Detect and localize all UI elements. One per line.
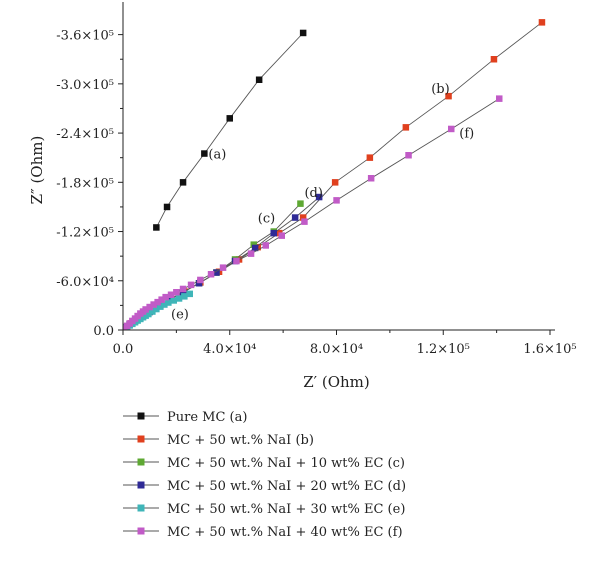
plot-area: (a) (b) (c) (d) (e) (f) <box>123 19 546 330</box>
legend-marker <box>137 527 145 535</box>
series-annotation: (e) <box>171 308 189 323</box>
y-tick-label: -3.0×10⁵ <box>56 78 114 93</box>
data-point <box>181 293 188 300</box>
data-point <box>405 152 412 159</box>
y-tick-label: -2.4×10⁵ <box>56 127 114 142</box>
data-point <box>201 150 208 157</box>
legend-marker <box>137 458 145 466</box>
y-tick-label: -1.2×10⁵ <box>56 226 114 241</box>
data-point <box>197 276 204 284</box>
data-point <box>173 289 180 296</box>
data-series-group <box>123 19 546 330</box>
legend-marker <box>137 435 145 443</box>
data-point <box>150 301 157 308</box>
data-point <box>153 305 160 313</box>
data-point <box>278 232 285 239</box>
legend-entry: MC + 50 wt.% NaI (b) <box>167 433 314 448</box>
data-point <box>445 92 452 100</box>
data-point <box>233 257 240 265</box>
legend-entry: MC + 50 wt.% NaI + 10 wt% EC (c) <box>167 456 405 471</box>
data-point <box>170 297 177 304</box>
data-point <box>167 291 175 298</box>
x-tick-label: 8.0×10⁴ <box>310 342 363 357</box>
data-point <box>490 56 498 63</box>
data-point <box>187 281 195 289</box>
x-tick-label: 1.2×10⁵ <box>417 342 470 357</box>
data-point <box>538 19 546 26</box>
y-tick-label: -6.0×10⁴ <box>56 275 114 290</box>
data-point <box>195 280 203 287</box>
data-point <box>255 76 263 83</box>
data-point <box>262 242 269 249</box>
legend-marker <box>137 481 145 489</box>
y-tick-label: 0.0 <box>93 324 114 339</box>
data-point <box>270 229 277 237</box>
legend-marker <box>137 412 145 420</box>
data-point <box>331 179 339 186</box>
y-tick-label: -3.6×10⁵ <box>56 29 114 44</box>
series-annotation: (c) <box>258 212 275 227</box>
data-point <box>162 293 169 301</box>
legend-entry: MC + 50 wt.% NaI + 40 wt% EC (f) <box>167 525 403 540</box>
data-point <box>186 290 193 298</box>
data-point <box>247 250 255 257</box>
data-point <box>301 218 308 225</box>
data-point <box>496 95 503 102</box>
data-point <box>367 175 375 182</box>
x-axis-title: Z′ (Ohm) <box>303 373 369 391</box>
data-point <box>149 308 156 315</box>
legend-entry: Pure MC (a) <box>167 410 247 425</box>
data-point <box>219 264 227 271</box>
series-line-0 <box>156 32 304 228</box>
data-point <box>207 271 215 278</box>
data-point <box>299 214 307 221</box>
data-point <box>297 200 304 207</box>
y-axis-title: Z″ (Ohm) <box>28 136 46 205</box>
data-point <box>179 285 187 293</box>
data-point <box>448 125 455 133</box>
axes: 0.0 4.0×10⁴ 8.0×10⁴ 1.2×10⁵ 1.6×10⁵ 0.0 -6.0×1… <box>28 2 577 391</box>
series-annotation: (d) <box>304 186 322 201</box>
data-point <box>213 269 220 276</box>
series-annotation: (b) <box>431 82 449 97</box>
data-point <box>153 224 160 231</box>
data-point <box>315 193 323 201</box>
data-point <box>163 203 171 211</box>
data-point <box>291 214 299 221</box>
legend-entry: MC + 50 wt.% NaI + 30 wt% EC (e) <box>167 502 405 517</box>
data-point <box>251 244 259 252</box>
legend-entry: MC + 50 wt.% NaI + 20 wt% EC (d) <box>167 479 406 494</box>
x-tick-label: 1.6×10⁵ <box>523 342 576 357</box>
data-point <box>299 29 307 37</box>
x-tick-label: 4.0×10⁴ <box>203 342 256 357</box>
data-point <box>158 296 165 303</box>
data-point <box>142 306 149 313</box>
data-point <box>145 310 152 318</box>
x-tick-label: 0.0 <box>113 342 134 357</box>
series-annotation: (a) <box>208 148 226 163</box>
data-point <box>179 179 187 186</box>
data-point <box>157 303 164 310</box>
data-point <box>226 115 233 122</box>
data-point <box>146 303 153 311</box>
data-point <box>165 299 172 306</box>
legend-marker <box>137 504 145 512</box>
data-point <box>333 197 340 204</box>
data-point <box>402 124 410 131</box>
data-point <box>175 295 183 302</box>
legend: Pure MC (a) MC + 50 wt.% NaI (b) MC + 50 w… <box>123 410 406 540</box>
data-point <box>250 241 257 248</box>
data-point <box>179 289 187 296</box>
y-tick-label: -1.8×10⁵ <box>56 176 114 191</box>
data-point <box>366 154 374 161</box>
series-annotation: (f) <box>459 126 474 141</box>
data-point <box>161 301 168 308</box>
data-point <box>154 298 161 306</box>
